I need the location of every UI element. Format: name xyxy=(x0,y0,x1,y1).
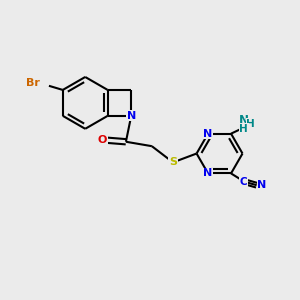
Text: N: N xyxy=(203,129,213,139)
Text: N: N xyxy=(239,114,249,127)
Text: N: N xyxy=(203,168,213,178)
Text: N: N xyxy=(127,111,136,121)
Text: O: O xyxy=(98,135,107,145)
Text: H: H xyxy=(246,119,255,129)
Text: H: H xyxy=(239,124,248,134)
Text: S: S xyxy=(169,158,177,167)
Text: Br: Br xyxy=(26,79,40,88)
Text: N: N xyxy=(257,180,267,190)
Text: C: C xyxy=(240,177,247,187)
